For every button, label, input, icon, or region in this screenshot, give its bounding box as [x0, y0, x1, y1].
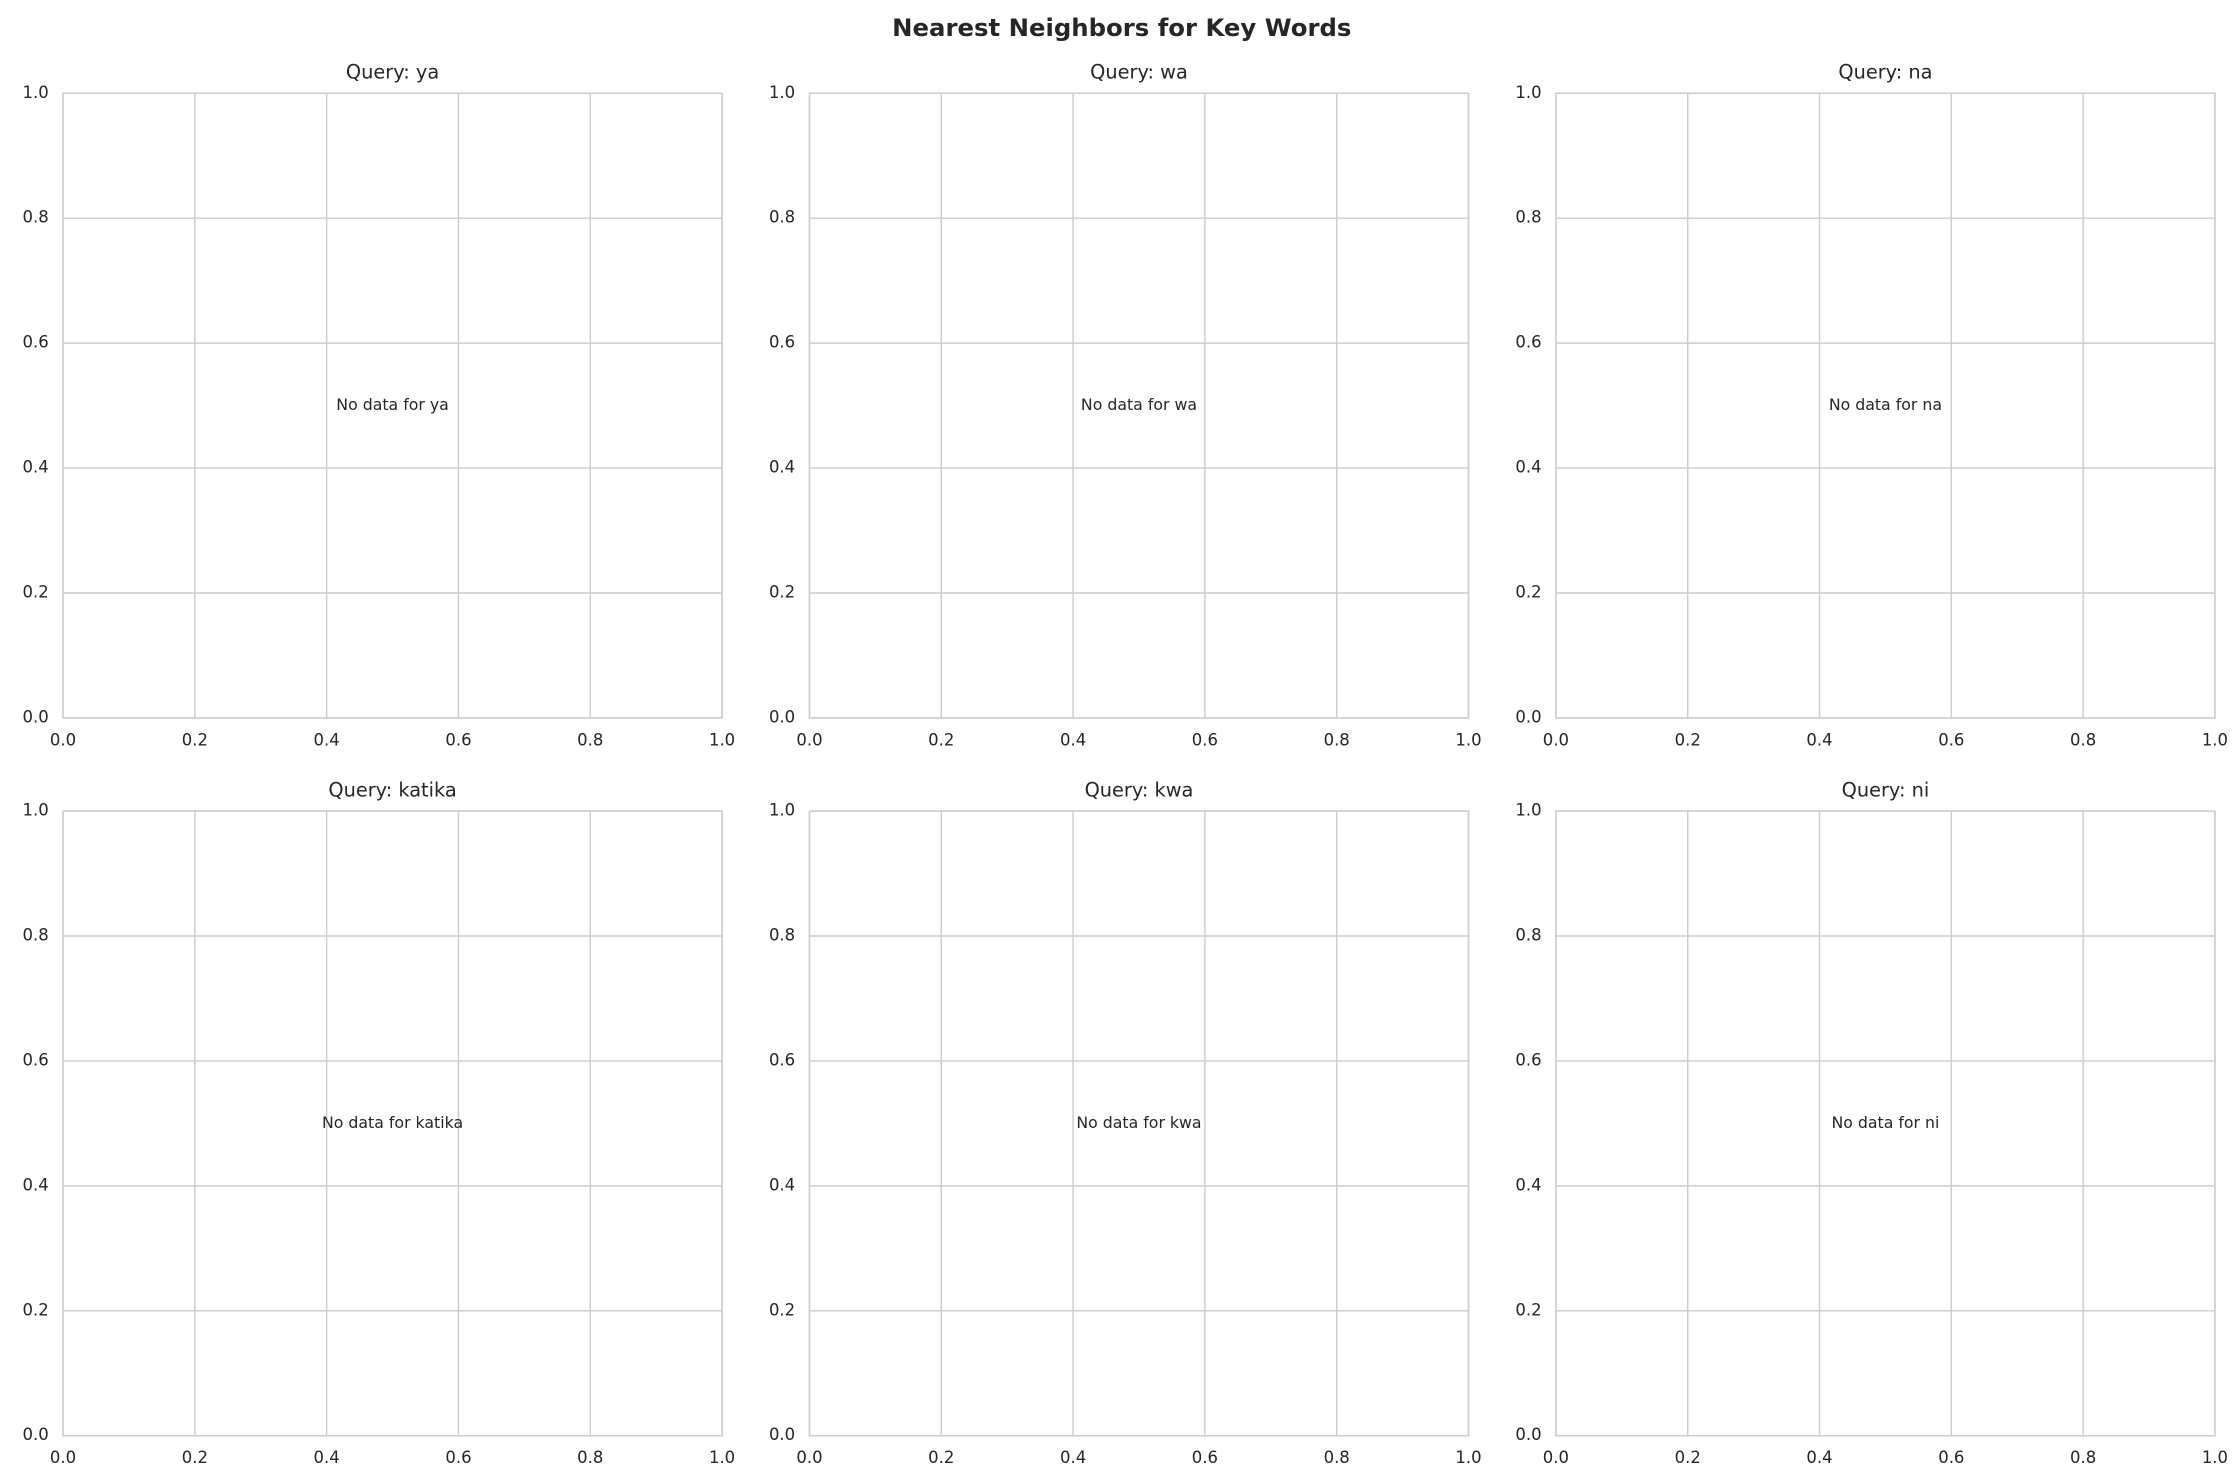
x-tick-label: 0.8: [1324, 1448, 1350, 1467]
x-tick-label: 0.6: [1192, 730, 1218, 749]
y-tick-label: 0.2: [23, 1300, 49, 1319]
x-tick-label: 0.2: [182, 1448, 208, 1467]
x-tick-label: 0.6: [445, 1448, 471, 1467]
annotation: No data for kwa: [1076, 1113, 1201, 1132]
y-tick-label: 0.0: [769, 707, 795, 726]
y-tick-label: 0.8: [769, 208, 795, 227]
x-tick-label: 0.4: [1806, 1448, 1832, 1467]
x-tick-label: 1.0: [1455, 1448, 1481, 1467]
x-tick-label: 0.0: [1543, 1448, 1569, 1467]
y-tick-label: 1.0: [769, 83, 795, 102]
x-tick-label: 0.6: [445, 730, 471, 749]
y-tick-label: 0.0: [1515, 707, 1541, 726]
x-tick-label: 1.0: [2202, 1448, 2228, 1467]
y-tick-label: 0.6: [1515, 1050, 1541, 1069]
y-tick-label: 0.4: [1515, 1175, 1541, 1194]
x-tick-label: 1.0: [1455, 730, 1481, 749]
x-tick-label: 0.8: [1324, 730, 1350, 749]
y-tick-label: 0.0: [769, 1425, 795, 1444]
x-tick-label: 0.2: [1675, 1448, 1701, 1467]
x-tick-label: 0.4: [1806, 730, 1832, 749]
x-tick-label: 0.8: [577, 730, 603, 749]
axes-frame: [808, 810, 1470, 1437]
x-tick-label: 1.0: [2202, 730, 2228, 749]
y-tick-label: 1.0: [23, 83, 49, 102]
x-tick-label: 0.0: [50, 730, 76, 749]
x-tick-label: 0.0: [1543, 730, 1569, 749]
axes-frame: [62, 810, 723, 1437]
y-tick-label: 0.6: [769, 1050, 795, 1069]
x-tick-label: 0.4: [1060, 1448, 1086, 1467]
x-tick-label: 0.2: [928, 1448, 954, 1467]
annotation: No data for wa: [1081, 395, 1197, 414]
x-tick-label: 0.0: [796, 1448, 822, 1467]
x-tick-label: 0.2: [1675, 730, 1701, 749]
x-tick-label: 0.4: [314, 1448, 340, 1467]
y-tick-label: 1.0: [1515, 801, 1541, 820]
axes-frame: [808, 92, 1470, 719]
x-tick-label: 1.0: [709, 1448, 735, 1467]
y-tick-label: 0.2: [769, 1300, 795, 1319]
y-tick-label: 1.0: [23, 801, 49, 820]
subplot-title: Query: ya: [346, 61, 439, 84]
subplot-title: Query: kwa: [1085, 779, 1194, 802]
x-tick-label: 0.4: [1060, 730, 1086, 749]
y-tick-label: 1.0: [769, 801, 795, 820]
annotation: No data for ni: [1831, 1113, 1939, 1132]
x-tick-label: 0.2: [182, 730, 208, 749]
x-tick-label: 0.6: [1938, 1448, 1964, 1467]
subplot-title: Query: wa: [1090, 61, 1188, 84]
x-tick-label: 0.2: [928, 730, 954, 749]
x-tick-label: 1.0: [709, 730, 735, 749]
y-tick-label: 0.6: [23, 1050, 49, 1069]
annotation: No data for ya: [336, 395, 449, 414]
axes-frame: [1555, 92, 2216, 719]
y-tick-label: 0.6: [1515, 333, 1541, 352]
annotation: No data for na: [1829, 395, 1942, 414]
y-tick-label: 0.8: [23, 208, 49, 227]
y-tick-label: 0.4: [1515, 458, 1541, 477]
y-tick-label: 0.4: [23, 1175, 49, 1194]
y-tick-label: 1.0: [1515, 83, 1541, 102]
y-tick-label: 0.2: [23, 583, 49, 602]
y-tick-label: 0.4: [23, 458, 49, 477]
x-tick-label: 0.6: [1192, 1448, 1218, 1467]
subplot-title: Query: katika: [328, 779, 456, 802]
figure-title: Nearest Neighbors for Key Words: [892, 13, 1351, 42]
axes-frame: [1555, 810, 2216, 1437]
subplot-title: Query: na: [1838, 61, 1932, 84]
x-tick-label: 0.0: [796, 730, 822, 749]
y-tick-label: 0.8: [1515, 925, 1541, 944]
y-tick-label: 0.2: [1515, 583, 1541, 602]
x-tick-label: 0.6: [1938, 730, 1964, 749]
y-tick-label: 0.2: [769, 583, 795, 602]
y-tick-label: 0.2: [1515, 1300, 1541, 1319]
x-tick-label: 0.8: [2070, 1448, 2096, 1467]
y-tick-label: 0.0: [23, 1425, 49, 1444]
y-tick-label: 0.8: [769, 925, 795, 944]
y-tick-label: 0.6: [23, 333, 49, 352]
axes-frame: [62, 92, 723, 719]
y-tick-label: 0.4: [769, 1175, 795, 1194]
y-tick-label: 0.4: [769, 458, 795, 477]
x-tick-label: 0.0: [50, 1448, 76, 1467]
y-tick-label: 0.8: [1515, 208, 1541, 227]
y-tick-label: 0.0: [23, 707, 49, 726]
x-tick-label: 0.8: [577, 1448, 603, 1467]
x-tick-label: 0.8: [2070, 730, 2096, 749]
y-tick-label: 0.6: [769, 333, 795, 352]
x-tick-label: 0.4: [314, 730, 340, 749]
subplot-title: Query: ni: [1842, 779, 1930, 802]
annotation: No data for katika: [322, 1113, 463, 1132]
y-tick-label: 0.8: [23, 925, 49, 944]
y-tick-label: 0.0: [1515, 1425, 1541, 1444]
